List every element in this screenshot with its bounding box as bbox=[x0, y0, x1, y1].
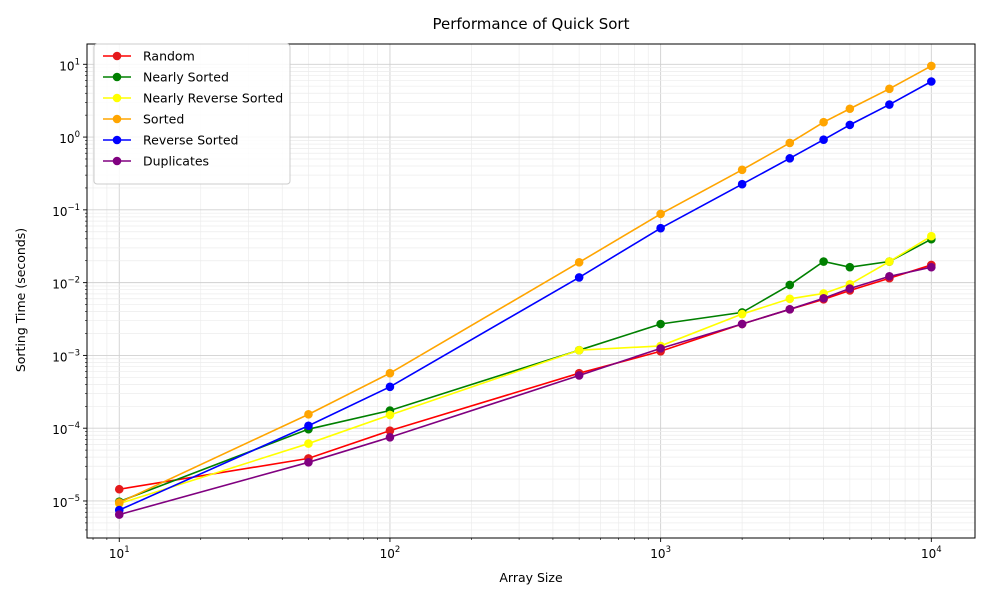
y-tick-label: 10−3 bbox=[52, 348, 80, 364]
series-sorted bbox=[114, 61, 936, 507]
legend-marker bbox=[112, 72, 122, 82]
data-point bbox=[114, 498, 124, 507]
data-point bbox=[574, 258, 584, 267]
data-point bbox=[785, 280, 795, 290]
legend-item: Nearly Reverse Sorted bbox=[103, 91, 283, 106]
data-point bbox=[574, 345, 584, 355]
data-point bbox=[845, 262, 855, 272]
data-point bbox=[845, 120, 855, 130]
y-tick-label: 10−1 bbox=[52, 203, 80, 219]
data-point bbox=[819, 117, 828, 127]
data-point bbox=[785, 154, 795, 163]
data-point bbox=[737, 319, 747, 329]
data-point bbox=[385, 410, 395, 420]
x-tick-label: 101 bbox=[109, 545, 130, 561]
legend-marker bbox=[112, 51, 122, 61]
data-point bbox=[927, 231, 936, 241]
series-reverse-sorted bbox=[114, 77, 936, 515]
data-point bbox=[737, 179, 747, 189]
legend-label: Reverse Sorted bbox=[143, 133, 238, 148]
series-layer bbox=[114, 61, 936, 519]
legend-item: Nearly Sorted bbox=[103, 70, 229, 85]
data-point bbox=[737, 165, 747, 175]
legend-label: Nearly Sorted bbox=[143, 70, 229, 85]
data-point bbox=[885, 84, 894, 94]
data-point bbox=[304, 439, 313, 448]
x-tick-label: 103 bbox=[650, 545, 671, 561]
data-point bbox=[656, 209, 665, 219]
data-point bbox=[785, 294, 795, 304]
data-point bbox=[845, 284, 855, 293]
data-point bbox=[927, 262, 936, 272]
legend-marker bbox=[112, 156, 122, 166]
data-point bbox=[885, 100, 894, 109]
y-tick-label: 10−5 bbox=[52, 494, 80, 510]
data-point bbox=[785, 138, 795, 148]
data-point bbox=[114, 510, 124, 519]
data-point bbox=[385, 426, 395, 435]
data-point bbox=[574, 371, 584, 380]
legend-label: Sorted bbox=[143, 112, 184, 127]
data-point bbox=[304, 457, 313, 467]
legend-label: Random bbox=[143, 49, 195, 64]
legend-item: Duplicates bbox=[103, 154, 209, 169]
data-point bbox=[819, 293, 828, 303]
data-point bbox=[927, 77, 936, 86]
data-point bbox=[845, 104, 855, 114]
data-point bbox=[656, 344, 665, 353]
y-axis-title: Sorting Time (seconds) bbox=[13, 228, 28, 372]
legend-marker bbox=[112, 135, 122, 145]
legend-label: Duplicates bbox=[143, 154, 209, 169]
data-point bbox=[785, 305, 795, 314]
data-point bbox=[304, 410, 313, 419]
y-tick-label: 100 bbox=[59, 130, 80, 146]
legend-marker bbox=[112, 93, 122, 103]
legend-label: Nearly Reverse Sorted bbox=[143, 91, 283, 106]
legend: Random Nearly Sorted Nearly Reverse Sorted… bbox=[93, 43, 291, 185]
y-tick-label: 10−4 bbox=[52, 421, 80, 437]
data-point bbox=[304, 421, 313, 431]
data-point bbox=[574, 273, 584, 282]
legend-item: Random bbox=[103, 49, 195, 64]
chart-title: Performance of Quick Sort bbox=[433, 15, 630, 33]
plot-frame bbox=[86, 43, 976, 539]
legend-box bbox=[93, 43, 291, 185]
data-point bbox=[819, 257, 828, 266]
data-point bbox=[737, 309, 747, 319]
data-point bbox=[885, 272, 894, 281]
data-point bbox=[656, 223, 665, 233]
data-point bbox=[385, 432, 395, 442]
axis-ticks: 101 102 103 104 10−5 10−4 10−3 10−2 10−1 100 101 bbox=[52, 57, 941, 561]
x-tick-label: 102 bbox=[380, 545, 401, 561]
y-tick-label: 10−2 bbox=[52, 276, 80, 292]
data-point bbox=[819, 135, 828, 145]
data-point bbox=[927, 61, 936, 71]
x-axis-title: Array Size bbox=[499, 570, 563, 585]
series-duplicates bbox=[114, 262, 936, 519]
legend-item: Sorted bbox=[103, 112, 184, 127]
x-tick-label: 104 bbox=[921, 545, 942, 561]
data-point bbox=[385, 368, 395, 378]
data-point bbox=[385, 382, 395, 392]
legend-marker bbox=[112, 114, 122, 124]
data-point bbox=[114, 484, 124, 494]
y-tick-label: 101 bbox=[59, 57, 80, 73]
data-point bbox=[885, 257, 894, 266]
legend-item: Reverse Sorted bbox=[103, 133, 238, 148]
data-point bbox=[656, 319, 665, 329]
